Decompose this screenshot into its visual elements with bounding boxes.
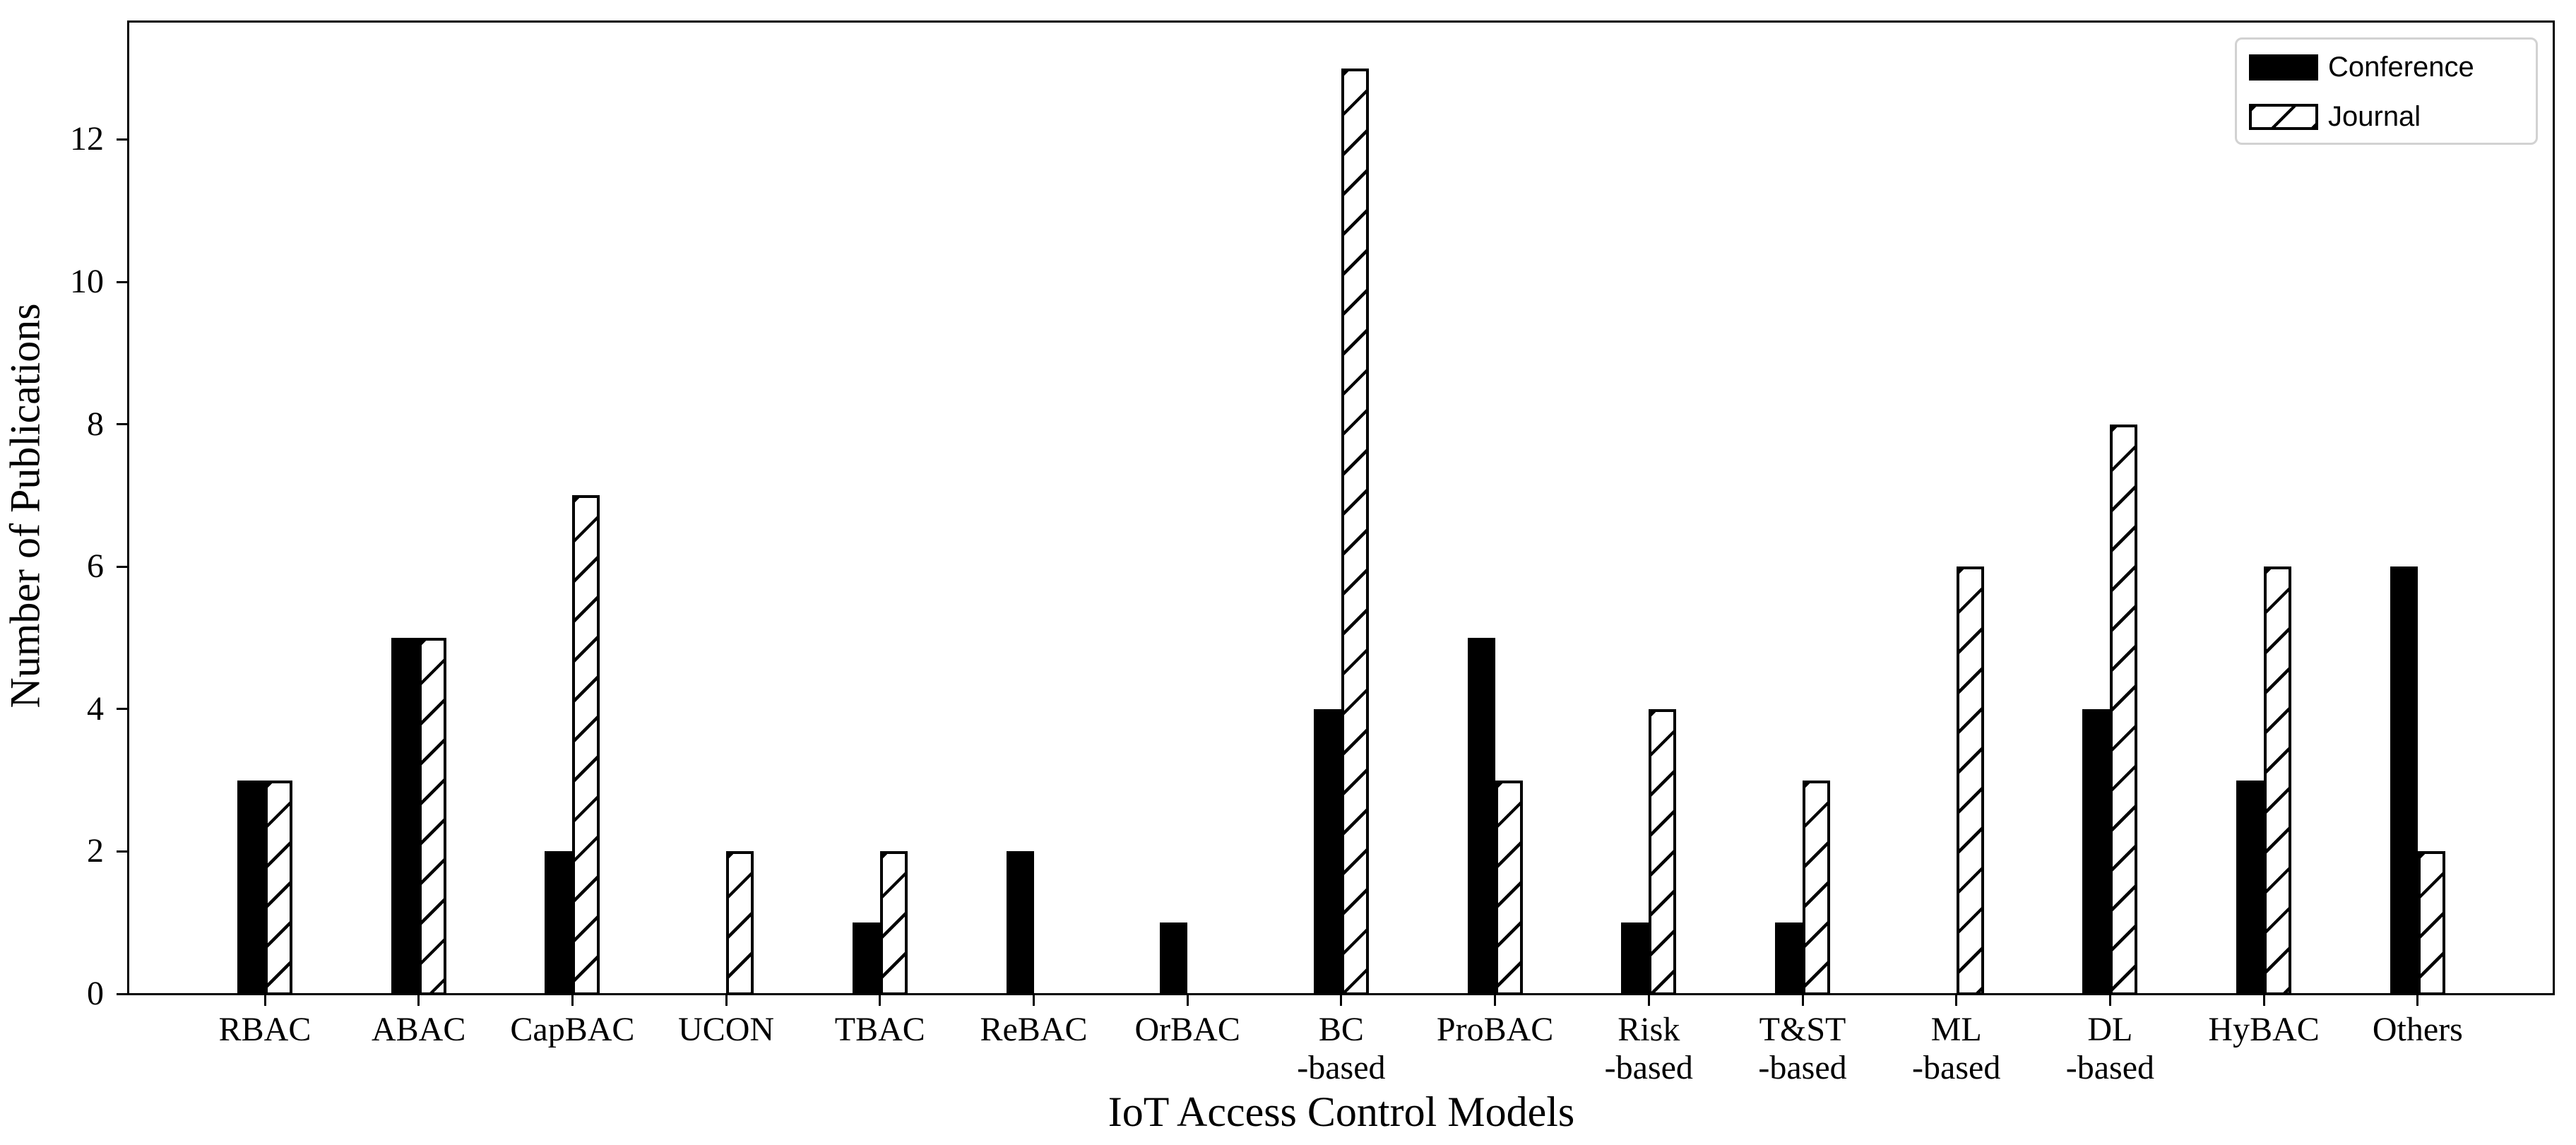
bar-conference [391,638,419,995]
x-tick-label: ML -based [1912,1011,2001,1086]
y-tick-label: 12 [70,120,104,158]
bar-conference [2390,566,2418,995]
x-tick-mark [263,995,266,1006]
bar-conference [237,781,265,995]
bar-conference [2236,781,2265,995]
x-tick-label: CapBAC [510,1011,635,1048]
x-tick-mark [879,995,882,1006]
x-tick-mark [1340,995,1343,1006]
x-tick-label: OrBAC [1134,1011,1240,1048]
y-tick-label: 4 [87,689,104,728]
y-tick-mark [117,850,128,853]
x-tick-label: HyBAC [2208,1011,2320,1048]
x-tick-label: T&ST -based [1758,1011,1847,1086]
y-tick-mark [117,280,128,283]
journal-swatch-icon [2249,103,2318,130]
bar-journal [2110,425,2138,995]
bar-journal [1495,781,1523,995]
bar-journal [418,638,446,995]
y-tick-label: 6 [87,547,104,586]
x-tick-label: DL -based [2065,1011,2155,1086]
bar-journal [265,781,292,995]
plot-spine-left [127,20,129,995]
x-tick-mark [2262,995,2265,1006]
x-tick-mark [725,995,728,1006]
legend-item-conference: Conference [2249,52,2474,83]
bar-conference [852,922,880,995]
x-tick-label: TBAC [834,1011,925,1048]
bar-journal [1341,69,1369,995]
x-tick-mark [417,995,420,1006]
y-tick-mark [117,708,128,711]
x-tick-label: ReBAC [980,1011,1088,1048]
x-tick-label: ABAC [372,1011,466,1048]
y-tick-mark [117,423,128,426]
y-tick-label: 2 [87,832,104,870]
bar-conference [1775,922,1803,995]
legend-item-journal: Journal [2249,101,2421,132]
y-axis-title: Number of Publications [1,303,49,708]
plot-spine-top [127,20,2555,23]
y-tick-mark [117,992,128,995]
bar-journal [1803,781,1830,995]
x-tick-mark [1647,995,1650,1006]
bar-journal [572,495,600,995]
conference-swatch-icon [2249,54,2318,81]
bar-conference [1313,709,1341,995]
x-tick-label: Others [2372,1011,2463,1048]
bar-conference [2082,709,2111,995]
bar-journal [726,851,754,995]
bar-conference [1006,851,1034,995]
x-tick-mark [2108,995,2111,1006]
legend-label-conference: Conference [2328,51,2474,83]
x-tick-label: Risk -based [1604,1011,1693,1086]
bar-journal [879,851,908,995]
y-tick-label: 0 [87,975,104,1012]
bar-journal [2264,566,2292,995]
y-tick-mark [117,565,128,568]
legend: Conference Journal [2235,37,2538,145]
bar-conference [1160,922,1188,995]
bar-journal [1649,709,1677,995]
x-tick-mark [1801,995,1804,1006]
x-axis-title: IoT Access Control Models [1108,1088,1575,1135]
x-tick-mark [1494,995,1497,1006]
bar-journal [2417,851,2445,995]
y-tick-label: 10 [70,263,104,300]
y-tick-label: 8 [87,405,104,443]
bar-journal [1956,566,1984,995]
x-tick-label: UCON [678,1011,775,1048]
x-tick-label: BC -based [1297,1011,1386,1086]
y-tick-mark [117,138,128,141]
x-tick-label: ProBAC [1436,1011,1554,1048]
plot-spine-right [2553,20,2555,995]
x-tick-label: RBAC [218,1011,311,1048]
x-tick-mark [1955,995,1958,1006]
bar-conference [1467,638,1495,995]
x-tick-mark [571,995,574,1006]
x-tick-mark [2416,995,2419,1006]
bar-conference [1621,922,1649,995]
bar-conference [545,851,573,995]
legend-label-journal: Journal [2328,100,2421,132]
x-tick-mark [1033,995,1035,1006]
x-tick-mark [1186,995,1189,1006]
